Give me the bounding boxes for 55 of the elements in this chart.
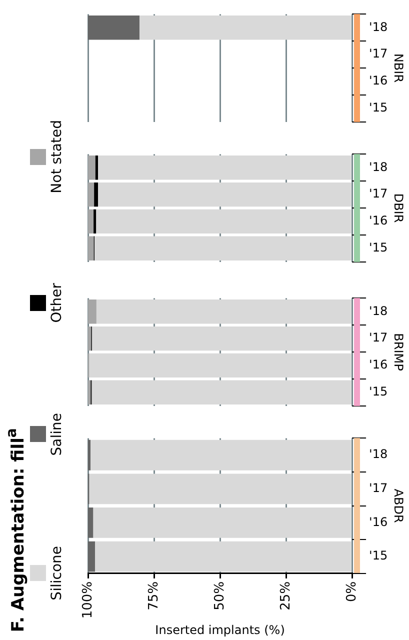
y-tick-label: '18 — [369, 447, 388, 462]
bar — [98, 182, 352, 207]
y-axis-title: NBIR — [392, 53, 406, 83]
bar — [94, 236, 352, 260]
y-axis-title: ABDR — [392, 488, 406, 523]
y-tick-label: '16 — [369, 214, 388, 228]
y-tick-label: '18 — [369, 304, 388, 318]
bar — [90, 440, 352, 470]
bar — [88, 300, 96, 324]
y-tick-label: '15 — [369, 384, 388, 398]
x-tick-label: 50% — [212, 581, 228, 610]
bar — [92, 380, 352, 404]
bar — [88, 541, 96, 572]
bar — [88, 440, 91, 470]
y-tick-label: '17 — [369, 481, 388, 496]
bar — [95, 156, 98, 180]
y-tick-label: '17 — [369, 186, 388, 201]
bar — [88, 236, 94, 260]
y-tick-label: '15 — [369, 548, 388, 563]
y-tick-label: '15 — [369, 100, 388, 114]
bar — [89, 353, 352, 378]
bar — [94, 209, 96, 234]
bar — [96, 209, 352, 234]
y-tick-label: '15 — [369, 240, 388, 254]
bar — [96, 300, 352, 324]
y-axis-title: BRIMP — [392, 333, 406, 371]
x-tick-label: 75% — [146, 581, 162, 610]
x-tick-label: 100% — [80, 581, 96, 619]
x-axis-title: Inserted implants (%) — [155, 622, 285, 637]
legend-label: Silicone — [49, 546, 65, 600]
bar — [88, 182, 94, 207]
x-tick-label: 25% — [278, 581, 294, 610]
y-tick-label: '18 — [369, 160, 388, 174]
bar — [92, 326, 352, 351]
bar — [88, 209, 94, 234]
bar — [89, 474, 352, 504]
y-tick-label: '17 — [369, 46, 388, 61]
y-tick-label: '17 — [369, 330, 388, 345]
bar — [93, 508, 352, 538]
legend-label: Other — [49, 283, 65, 324]
bar — [88, 380, 91, 404]
bar — [98, 156, 352, 180]
legend-label: Saline — [49, 412, 65, 456]
bar — [88, 508, 94, 538]
y-tick-label: '18 — [369, 20, 388, 34]
y-axis-title: DBIR — [392, 193, 406, 223]
bar — [88, 156, 96, 180]
y-tick-label: '16 — [369, 514, 388, 529]
y-tick-label: '16 — [369, 358, 388, 372]
legend-label: Not stated — [49, 120, 65, 194]
y-tick-label: '16 — [369, 74, 388, 88]
bar — [88, 326, 92, 351]
bar — [95, 541, 352, 572]
bar — [94, 182, 98, 207]
x-tick-label: 0% — [344, 581, 360, 602]
